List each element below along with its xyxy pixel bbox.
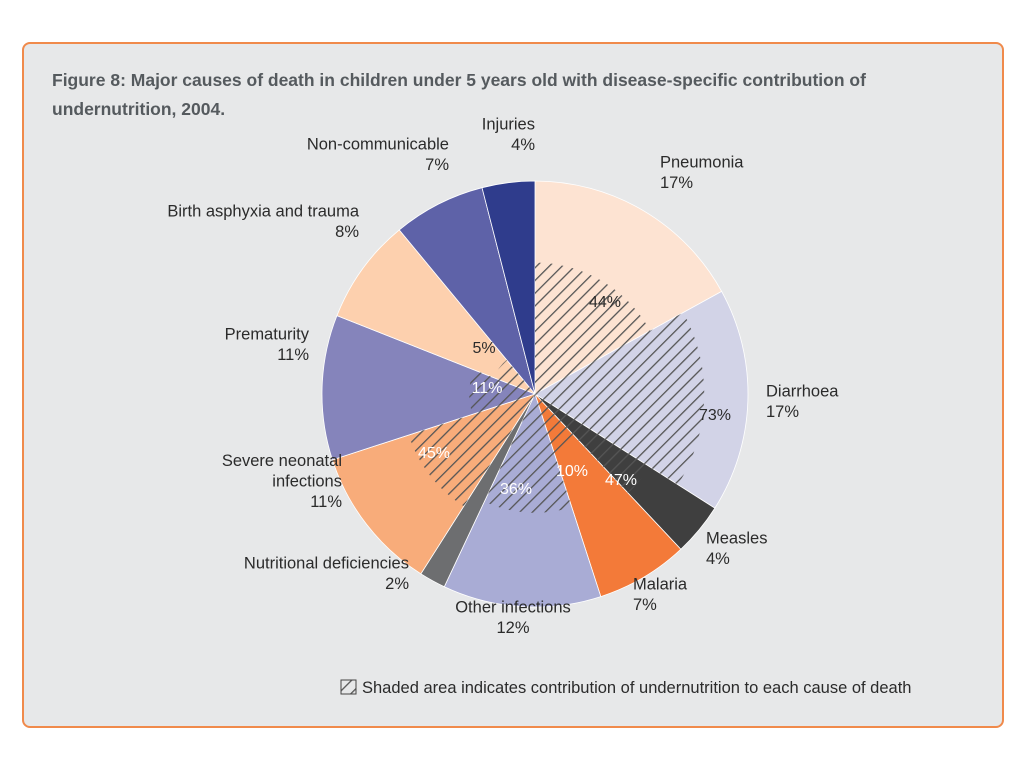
undernutrition-hatch-prematurity [469, 369, 535, 415]
slice-prematurity [321, 315, 537, 461]
slice-label-prematurity: Prematurity 11% [225, 326, 310, 365]
slice-injuries [481, 180, 536, 395]
undernutrition-hatch-birth-asphyxia-and-trauma [493, 359, 535, 394]
undernutrition-label-prematurity: 11% [472, 380, 503, 397]
slice-birth-asphyxia-and-trauma [336, 229, 536, 395]
legend: Shaded area indicates contribution of un… [340, 679, 911, 697]
undernutrition-label-malaria: 10% [556, 463, 588, 480]
undernutrition-label-measles: 47% [605, 472, 637, 489]
figure-title: Figure 8: Major causes of death in child… [52, 70, 866, 119]
undernutrition-hatch-diarrhoea [535, 312, 705, 485]
undernutrition-label-birth-asphyxia-and-trauma: 5% [472, 340, 495, 357]
legend-text: Shaded area indicates contribution of un… [362, 679, 911, 697]
undernutrition-label-other-infections: 36% [500, 481, 532, 498]
slice-labels: Pneumonia 17% Diarrhoea 17% Measles 4% Malaria… [167, 116, 839, 638]
slice-label-malaria: Malaria 7% [633, 576, 688, 615]
undernutrition-hatch-pneumonia [535, 262, 651, 394]
slice-label-nutritional-deficiencies: Nutritional deficiencies 2% [244, 555, 409, 594]
undernutrition-hatch-malaria [535, 394, 578, 454]
slice-label-non-communicable: Non-communicable 7% [307, 136, 449, 175]
slice-label-injuries: Injuries 4% [482, 116, 536, 155]
undernutrition-hatch-measles [535, 394, 650, 493]
slice-label-birth-asphyxia-and-trauma: Birth asphyxia and trauma 8% [167, 203, 360, 242]
undernutrition-hatches [408, 262, 705, 513]
slice-label-diarrhoea: Diarrhoea 17% [766, 383, 839, 422]
slice-label-severe-neonatal-infections: Severe neonatal infections 11% [222, 452, 343, 511]
slice-label-measles: Measles 4% [706, 530, 767, 569]
slice-label-other-infections: Other infections 12% [455, 599, 571, 638]
undernutrition-label-pneumonia: 44% [589, 294, 621, 311]
legend-hatch-swatch [340, 679, 357, 695]
undernutrition-label-diarrhoea: 73% [699, 407, 731, 424]
slice-label-pneumonia: Pneumonia 17% [660, 154, 744, 193]
undernutrition-hatch-severe-neonatal-infections [408, 394, 535, 507]
undernutrition-labels: 44% 73% 47% 10% 36% 45% 11% 5% [418, 294, 731, 498]
undernutrition-hatch-other-infections [484, 394, 572, 513]
undernutrition-label-severe-neonatal-infections: 45% [418, 445, 450, 462]
